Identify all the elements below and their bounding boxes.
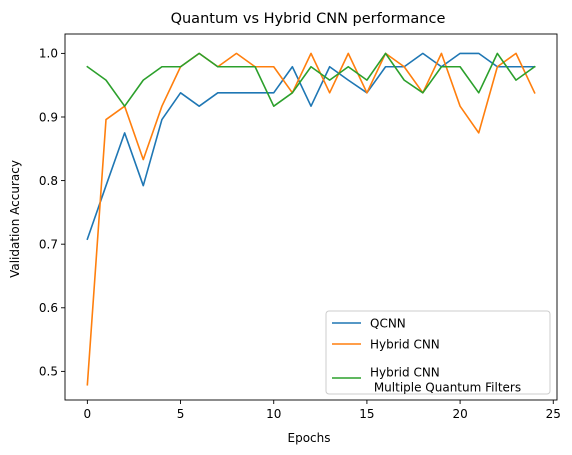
- y-tick-label: 0.6: [39, 301, 58, 315]
- x-tick-label: 15: [359, 407, 374, 421]
- x-tick-label: 10: [266, 407, 281, 421]
- series-line-0: [86, 52, 536, 241]
- x-tick-label: 0: [84, 407, 92, 421]
- y-tick-label: 0.5: [39, 365, 58, 379]
- legend-label-line: Multiple Quantum Filters: [370, 381, 521, 395]
- legend-label-0: QCNN: [370, 317, 406, 331]
- legend-label-2: Hybrid CNN Multiple Quantum Filters: [370, 366, 521, 395]
- y-axis-label: Validation Accuracy: [8, 160, 22, 278]
- y-tick-label: 0.9: [39, 110, 58, 124]
- y-tick-label: 0.8: [39, 174, 58, 188]
- y-tick-label: 0.7: [39, 237, 58, 251]
- chart-title: Quantum vs Hybrid CNN performance: [171, 11, 446, 27]
- x-tick-label: 25: [546, 407, 561, 421]
- axes-frame: [64, 33, 558, 401]
- legend-label-1: Hybrid CNN: [370, 338, 440, 352]
- series-line-2: [86, 52, 536, 107]
- legend-label-line: Hybrid CNN: [370, 338, 440, 352]
- y-tick-label: 1.0: [39, 47, 58, 61]
- legend-label-line: QCNN: [370, 317, 406, 331]
- legend-label-line: Hybrid CNN: [370, 366, 440, 380]
- x-axis-label: Epochs: [288, 431, 331, 445]
- x-tick-label: 5: [177, 407, 185, 421]
- series-line-1: [86, 52, 536, 386]
- plot-area: 0 5 10 15 20 25 0.5 0.6 0.7 0.8 0.9 1.0: [39, 33, 561, 421]
- x-tick-label: 20: [452, 407, 467, 421]
- legend-box: [325, 310, 551, 395]
